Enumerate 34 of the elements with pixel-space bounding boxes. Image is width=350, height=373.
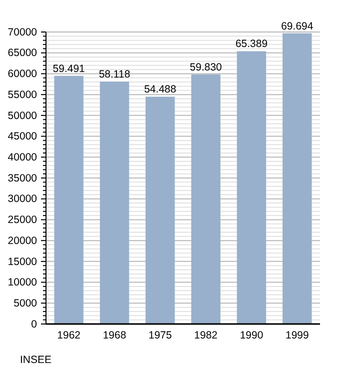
bar	[236, 51, 266, 324]
data-label: 65.389	[235, 38, 268, 50]
y-tick-label: 0	[31, 318, 38, 330]
y-tick-label: 15000	[8, 256, 38, 268]
data-label: 69.694	[281, 20, 314, 32]
y-tick-label: 55000	[8, 88, 38, 101]
x-tick-label: 1990	[240, 330, 264, 342]
y-tick-label: 5000	[14, 298, 38, 310]
y-tick-label: 40000	[8, 152, 38, 164]
bar	[146, 96, 175, 324]
x-tick-label: 1968	[102, 330, 126, 342]
y-tick-label: 30000	[8, 193, 38, 206]
data-label: 58.118	[98, 68, 130, 81]
bar	[282, 33, 312, 324]
y-tick-label: 70000	[8, 26, 38, 38]
x-tick-label: 1962	[57, 330, 81, 342]
bar	[100, 82, 130, 324]
x-tick-label: 1999	[285, 330, 310, 342]
x-tick-label: 1982	[194, 330, 218, 342]
y-tick-label: 50000	[8, 110, 38, 122]
y-tick-label: 25000	[8, 214, 38, 226]
y-tick-label: 20000	[8, 234, 38, 247]
bar	[54, 76, 84, 324]
x-tick-label: 1975	[148, 330, 172, 342]
y-tick-label: 35000	[8, 172, 38, 184]
data-label: 59.491	[52, 62, 86, 75]
bar	[191, 74, 220, 324]
data-label: 54.488	[144, 84, 176, 96]
text: INSEE	[20, 354, 52, 366]
y-tick-label: 45000	[8, 130, 38, 143]
y-tick-label: 10000	[8, 276, 38, 289]
y-tick-label: 65000	[8, 47, 38, 60]
data-label: 59.830	[190, 61, 222, 74]
y-tick-label: 60000	[8, 68, 38, 80]
